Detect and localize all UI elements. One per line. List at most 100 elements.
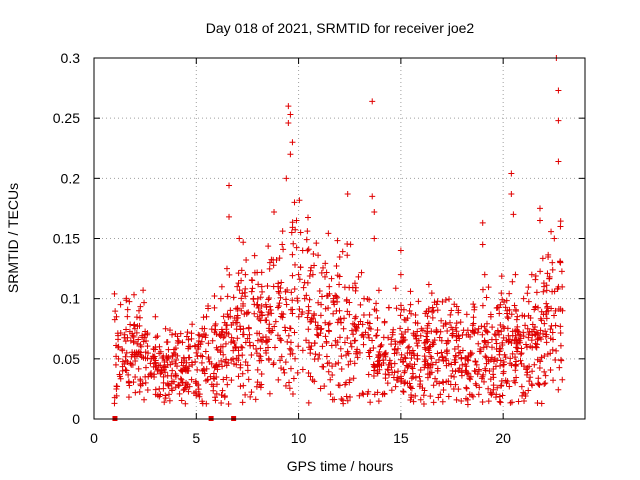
data-point (365, 331, 372, 338)
data-point (407, 301, 414, 308)
data-point (243, 309, 250, 316)
data-point (485, 398, 492, 405)
data-point (345, 361, 352, 368)
data-point (490, 382, 497, 389)
data-point (443, 362, 450, 369)
data-point (402, 355, 409, 362)
data-point (536, 334, 543, 341)
data-point (225, 360, 232, 367)
data-point (169, 352, 176, 359)
data-point (195, 386, 202, 393)
data-point (478, 375, 485, 382)
data-point (335, 359, 342, 366)
data-point (356, 349, 363, 356)
y-tick-label: 0.2 (61, 170, 81, 186)
data-point (242, 358, 249, 365)
data-point (537, 358, 544, 365)
data-point (177, 330, 184, 337)
data-point (388, 336, 395, 343)
data-point (532, 272, 539, 279)
data-point (516, 331, 523, 338)
data-point (371, 364, 378, 371)
data-point (551, 288, 558, 295)
data-point (518, 360, 525, 367)
data-point (488, 344, 495, 351)
data-point (205, 355, 212, 362)
data-point (531, 361, 538, 368)
data-point (244, 362, 251, 369)
data-point (400, 388, 407, 395)
data-point (538, 317, 545, 324)
data-point (135, 365, 142, 372)
data-point (239, 370, 246, 377)
data-point (407, 383, 414, 390)
data-point (270, 262, 277, 269)
data-point (444, 327, 451, 334)
data-point (455, 343, 462, 350)
data-point (407, 396, 414, 403)
data-point (336, 273, 343, 280)
data-point (230, 294, 237, 301)
data-point (408, 355, 415, 362)
data-point (502, 304, 509, 311)
data-point (479, 219, 486, 226)
data-point (420, 401, 427, 407)
data-point (508, 190, 515, 197)
data-point (133, 353, 140, 360)
data-point (271, 323, 278, 330)
data-point (259, 334, 266, 341)
chart-title: Day 018 of 2021, SRMTID for receiver joe… (206, 20, 475, 36)
data-point (240, 382, 247, 389)
data-point (305, 310, 312, 317)
data-point (486, 367, 493, 374)
data-point (156, 350, 163, 357)
data-point (547, 326, 554, 333)
data-point (373, 307, 380, 314)
data-point (277, 337, 284, 344)
data-point (438, 349, 445, 356)
data-point (501, 325, 508, 332)
data-point (414, 355, 421, 362)
data-point (115, 355, 122, 362)
data-point (133, 329, 140, 336)
data-point (397, 356, 404, 363)
data-point (258, 269, 265, 276)
data-point (241, 289, 248, 296)
data-point (325, 321, 332, 328)
data-point (232, 345, 239, 352)
data-point (470, 301, 477, 308)
data-point (278, 353, 285, 360)
data-point (513, 316, 520, 323)
data-point (213, 381, 220, 388)
data-point (268, 329, 275, 336)
data-point (301, 295, 308, 302)
data-point (130, 322, 137, 329)
data-point (316, 287, 323, 294)
data-point (537, 327, 544, 334)
data-point (557, 223, 564, 230)
data-point (307, 373, 314, 380)
data-point (148, 355, 155, 362)
data-point (137, 381, 144, 388)
data-point (323, 269, 330, 276)
data-point (248, 288, 255, 295)
data-point (336, 382, 343, 389)
data-point (359, 390, 366, 397)
data-point (327, 376, 334, 383)
data-point (296, 276, 303, 283)
data-point (541, 283, 548, 290)
data-point (122, 367, 129, 374)
data-point (470, 320, 477, 327)
data-point (365, 371, 372, 378)
data-point (485, 385, 492, 392)
data-point (284, 338, 291, 345)
data-point (414, 320, 421, 327)
data-point (254, 330, 261, 337)
data-point (400, 306, 407, 313)
data-point (493, 305, 500, 312)
data-point (195, 338, 202, 345)
data-point (257, 317, 264, 324)
data-point (440, 387, 447, 394)
data-point (308, 316, 315, 323)
data-point (134, 323, 141, 330)
